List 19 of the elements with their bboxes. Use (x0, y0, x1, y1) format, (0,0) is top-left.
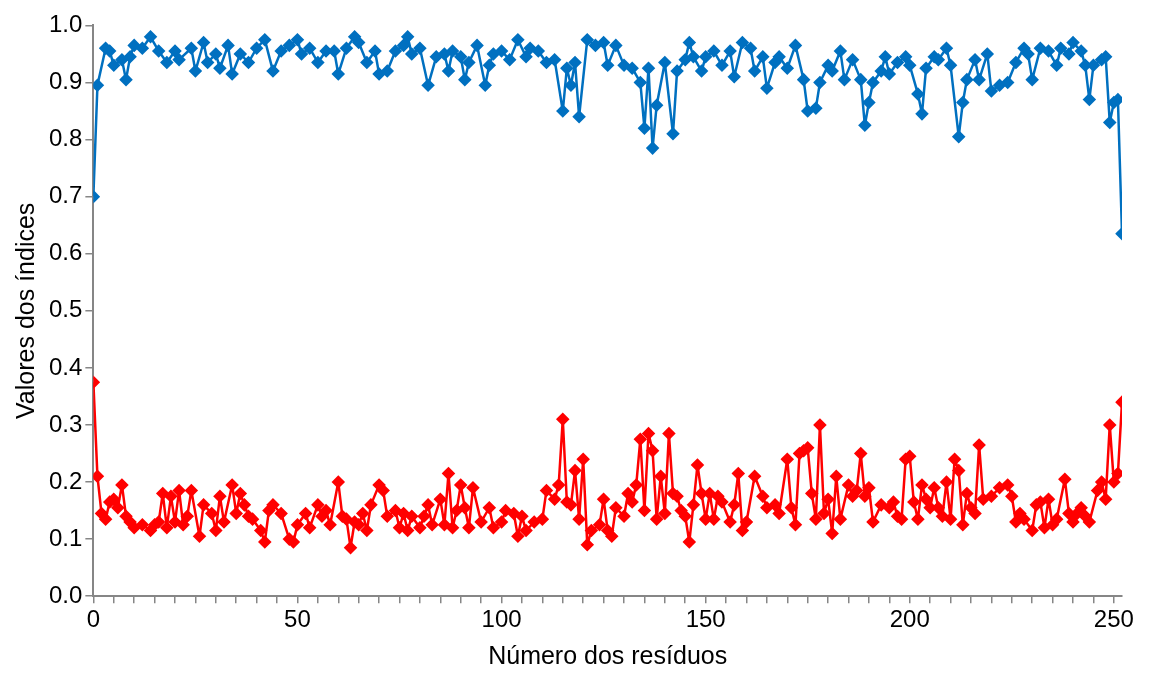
x-tick-label: 150 (685, 605, 726, 633)
y-tick-label: 0.0 (48, 580, 83, 608)
y-tick-label: 0.5 (48, 295, 83, 323)
y-axis-title: Valores dos índices (10, 202, 39, 419)
y-tick-label: 0.8 (48, 124, 83, 152)
y-tick-label: 0.3 (48, 409, 83, 437)
y-tick-label: 0.2 (48, 466, 83, 494)
y-tick-label: 0.1 (48, 523, 83, 551)
y-tick-label: 0.6 (48, 238, 83, 266)
x-axis-title: Número dos resíduos (488, 640, 728, 669)
y-tick-label: 0.4 (48, 352, 83, 380)
y-tick-label: 0.9 (48, 67, 83, 95)
y-tick-label: 0.7 (48, 181, 83, 209)
x-tick-label: 0 (86, 605, 101, 633)
x-tick-label: 100 (481, 605, 522, 633)
x-tick-label: 200 (889, 605, 930, 633)
x-tick-label: 50 (284, 605, 311, 633)
x-tick-label: 250 (1093, 605, 1134, 633)
y-tick-label: 1.0 (48, 10, 83, 38)
